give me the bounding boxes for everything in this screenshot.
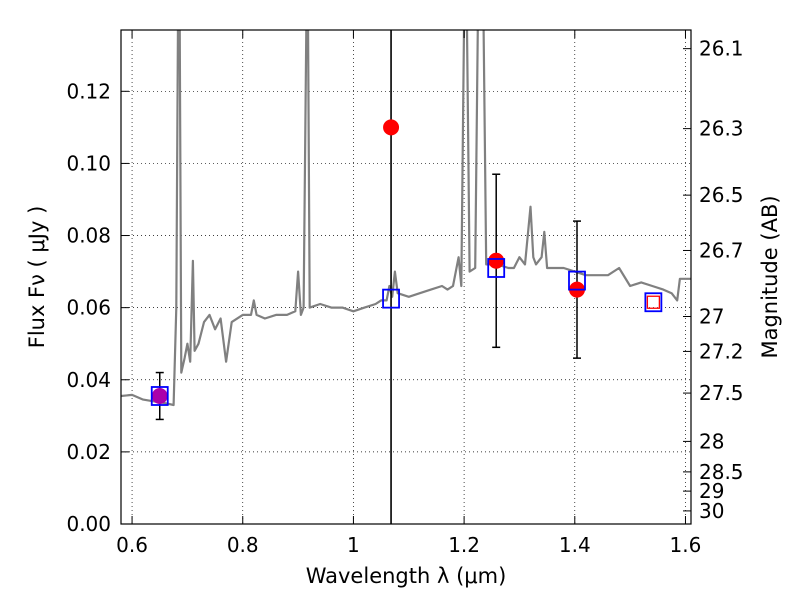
y-tick-label: 0.02 (66, 440, 111, 464)
x-tick-label: 1.6 (670, 533, 702, 557)
y2-tick-label: 28 (699, 429, 724, 453)
x-tick-label: 1.4 (559, 533, 591, 557)
x-tick-label: 1.2 (448, 533, 480, 557)
y-tick-label: 0.12 (66, 79, 111, 103)
y2-tick-label: 26.5 (699, 183, 744, 207)
y-tick-label: 0.10 (66, 151, 111, 175)
y-tick-label: 0.08 (66, 224, 111, 248)
y2-tick-label: 27.5 (699, 381, 744, 405)
model-point (487, 258, 506, 278)
x-tick-label: 0.6 (116, 533, 148, 557)
y2-axis-label: Magnitude (AB) (758, 195, 782, 358)
model-point (150, 386, 169, 406)
y-tick-label: 0.04 (66, 368, 111, 392)
observed-point (383, 119, 400, 136)
y2-tick-label: 30 (699, 499, 724, 523)
ticks: 0.6 0.8 1 1.2 1.4 1.6 0.00 0.02 0.04 0.06 0.08 0.10… (66, 30, 744, 557)
y-tick-label: 0.00 (66, 512, 111, 536)
model-point (568, 270, 586, 291)
x-axis-label: Wavelength λ (μm) (306, 564, 507, 588)
observed-open-square (646, 295, 661, 309)
plot-area (121, 30, 691, 524)
plot-frame (120, 29, 692, 525)
purple-point (151, 387, 168, 404)
y2-tick-label: 28.5 (699, 460, 744, 484)
y2-tick-label: 26.1 (699, 37, 744, 61)
x-tick-label: 0.8 (227, 533, 259, 557)
y-axis-label: Flux Fν ( μJy ) (25, 206, 49, 349)
model-point (382, 288, 400, 309)
observed-point (488, 252, 505, 269)
y2-tick-label: 26.7 (699, 238, 744, 262)
x-tick-label: 1 (347, 533, 360, 557)
data-layer (121, 30, 691, 524)
y2-tick-label: 29 (699, 479, 724, 503)
y-tick-label: 0.06 (66, 296, 111, 320)
y2-tick-label: 27 (699, 305, 724, 329)
model-point (644, 292, 663, 313)
y2-tick-label: 27.2 (699, 339, 744, 363)
spectrum-line (121, 30, 691, 407)
y2-tick-label: 26.3 (699, 117, 744, 141)
